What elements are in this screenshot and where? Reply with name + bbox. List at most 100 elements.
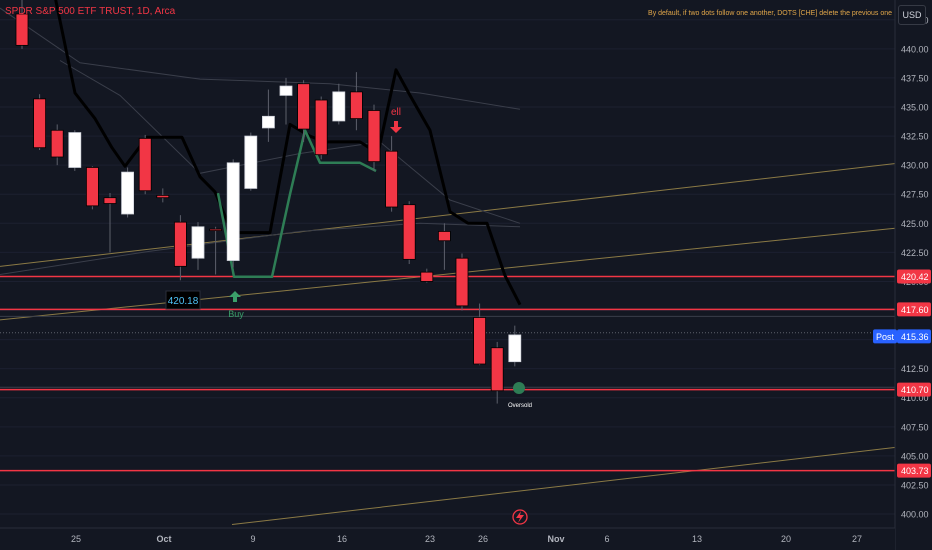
- candle-body: [68, 132, 82, 168]
- candle: [490, 341, 504, 404]
- price-tick-label: 430.00: [901, 161, 929, 171]
- candle-body: [437, 231, 451, 242]
- candle-body: [402, 204, 416, 260]
- candle: [349, 72, 363, 131]
- level-badge-label: 420.42: [901, 272, 929, 282]
- candle-body: [332, 91, 346, 122]
- candle-body: [385, 150, 399, 208]
- currency-button[interactable]: USD: [898, 5, 926, 25]
- indicator-notice: By default, if two dots follow one anoth…: [648, 10, 892, 17]
- moving-average-line: [0, 222, 521, 275]
- candle-body: [297, 83, 311, 130]
- price-tick-label: 407.50: [901, 422, 929, 432]
- buy-arrow-icon: [229, 291, 241, 302]
- price-tick-label: 412.50: [901, 364, 929, 374]
- price-tick-label: 425.00: [901, 219, 929, 229]
- candle-body: [103, 197, 117, 204]
- price-tick-label: 427.50: [901, 190, 929, 200]
- candle-body: [508, 334, 522, 363]
- candle: [86, 166, 99, 210]
- trend-line: [231, 442, 932, 526]
- candle: [385, 136, 399, 212]
- post-price-label: 415.36: [901, 332, 929, 342]
- candle: [209, 226, 223, 275]
- level-badge: [897, 463, 931, 478]
- level-badge: [897, 382, 931, 397]
- replay-icon: [512, 509, 528, 525]
- time-axis-panel: [0, 528, 895, 550]
- price-tick-label: 437.50: [901, 73, 929, 83]
- price-tick-label: 405.00: [901, 451, 929, 461]
- price-tick-label: 400.00: [901, 510, 929, 520]
- time-tick-label: 26: [478, 534, 488, 544]
- candle-body: [261, 115, 275, 129]
- chart-title: SPDR S&P 500 ETF TRUST, 1D, Arca: [5, 6, 176, 17]
- price-tick-label: 432.50: [901, 132, 929, 142]
- candle: [103, 193, 117, 253]
- candle: [402, 201, 416, 264]
- candle-body: [367, 110, 381, 163]
- candle: [138, 134, 152, 195]
- candle-body: [473, 317, 487, 365]
- candle-body: [490, 347, 504, 392]
- level-badge-label: 417.60: [901, 305, 929, 315]
- price-tick-label: 440.00: [901, 44, 929, 54]
- buy-label: Buy: [228, 309, 244, 319]
- candle: [297, 80, 311, 142]
- post-tag-badge: [873, 329, 897, 344]
- candle: [244, 132, 258, 191]
- time-tick-label: 20: [781, 534, 791, 544]
- candle: [367, 104, 381, 171]
- candle: [191, 222, 205, 270]
- candle: [68, 130, 82, 171]
- candle-body: [279, 85, 293, 96]
- price-tag-label: 420.18: [168, 296, 199, 307]
- candle: [261, 89, 275, 142]
- candle-body: [50, 129, 64, 158]
- green-trend-line: [216, 129, 377, 279]
- candle-body: [420, 271, 434, 282]
- candle: [279, 77, 293, 125]
- candle: [156, 188, 170, 203]
- post-price-badge: [897, 329, 931, 344]
- time-tick-label: 6: [604, 534, 609, 544]
- candle-body: [349, 91, 363, 120]
- time-tick-label: 23: [425, 534, 435, 544]
- candle-body: [209, 228, 223, 232]
- trend-line: [0, 158, 932, 267]
- time-tick-label: 13: [692, 534, 702, 544]
- level-badge-label: 403.73: [901, 466, 929, 476]
- time-tick-label: Oct: [156, 534, 171, 544]
- level-badge: [897, 302, 931, 317]
- candle: [314, 96, 328, 160]
- candle-body: [226, 162, 240, 261]
- oversold-dot-icon: [513, 382, 525, 394]
- candle: [33, 94, 46, 151]
- time-tick-label: 9: [250, 534, 255, 544]
- candle-body: [15, 13, 29, 46]
- price-tag-box: [165, 290, 201, 310]
- candle-body: [244, 135, 258, 189]
- price-tick-label: 402.50: [901, 480, 929, 490]
- black-trend-line: [54, 0, 522, 306]
- candle-body: [191, 226, 205, 259]
- time-tick-label: 25: [71, 534, 81, 544]
- candle-body: [86, 167, 99, 207]
- lightning-icon: [516, 511, 524, 523]
- candle-body: [173, 221, 187, 267]
- time-tick-label: 27: [852, 534, 862, 544]
- candle: [437, 223, 451, 270]
- level-badge-label: 410.70: [901, 385, 929, 395]
- candle: [15, 0, 29, 49]
- candle: [332, 83, 346, 125]
- sell-arrow-icon: [390, 121, 402, 133]
- oversold-label: Oversold: [508, 403, 532, 409]
- candle-body: [138, 137, 152, 192]
- candle-body: [33, 98, 46, 149]
- candle: [173, 215, 187, 281]
- price-tick-label: 422.50: [901, 248, 929, 258]
- sell-label: ell: [391, 107, 401, 118]
- candle: [50, 124, 64, 166]
- candle: [226, 159, 240, 268]
